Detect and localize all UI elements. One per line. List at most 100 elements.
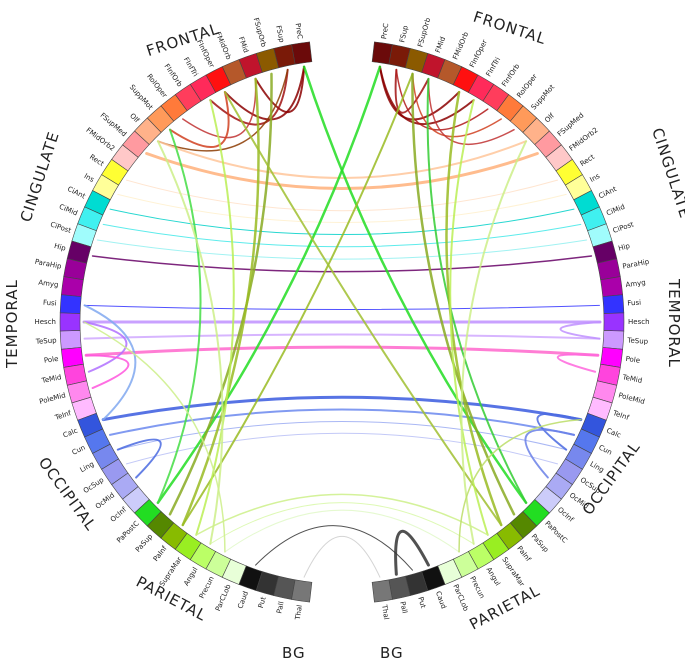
segment-right-hesch bbox=[603, 312, 625, 332]
region-label-right-fsup: FSup bbox=[398, 24, 410, 43]
region-label-right-fusi: Fusi bbox=[627, 299, 641, 308]
region-label-right-pasup: PaSup bbox=[530, 532, 551, 554]
connection-l-thal-to-r-thal bbox=[303, 536, 381, 578]
connection-l-cipost-to-r-cipost bbox=[96, 239, 588, 260]
connection-l-supramar-to-r-supramar bbox=[195, 493, 489, 536]
segment-right-amyg bbox=[600, 276, 623, 297]
connection-r-cun-to-r-ocmid bbox=[524, 428, 575, 479]
segment-right-fusi bbox=[602, 294, 625, 314]
region-label-left-fsup: FSup bbox=[274, 25, 286, 44]
region-label-right-ciant: CiAnt bbox=[597, 185, 618, 201]
region-label-left-angul: Angul bbox=[182, 566, 199, 587]
connection-l-ciant-to-r-ciant bbox=[109, 208, 575, 235]
region-label-right-thal: Thal bbox=[380, 603, 390, 620]
region-label-left-ocinf: OcInf bbox=[109, 505, 129, 523]
connection-l-hip-to-r-hip bbox=[91, 255, 593, 273]
region-label-left-ciant: CiAnt bbox=[66, 185, 87, 201]
connection-l-cun-to-r-cun bbox=[109, 408, 575, 436]
region-label-right-finftri: FInfTri bbox=[485, 56, 503, 78]
region-label-left-ling: Ling bbox=[79, 460, 96, 474]
connection-l-cimid-to-r-cimid bbox=[102, 223, 582, 248]
region-label-right-fmid: FMid bbox=[434, 36, 447, 54]
region-label-right-fmidorb2: FMidOrb2 bbox=[568, 126, 600, 153]
connection-r-fsuporb-to-r-roloper bbox=[411, 73, 502, 138]
connection-r-precun-to-r-calc bbox=[458, 418, 582, 553]
region-label-left-finforb: FInfOrb bbox=[163, 62, 185, 88]
region-label-right-temid: TeMid bbox=[621, 373, 643, 385]
connection-r-hesch-to-r-tesup bbox=[559, 321, 601, 340]
region-label-left-thal: Thal bbox=[294, 604, 304, 621]
connection-r-caud-to-r-pall bbox=[394, 529, 430, 576]
connection-r-supramar-to-r-finftri bbox=[449, 99, 489, 536]
region-label-right-pole: Pole bbox=[625, 355, 640, 365]
region-label-left-fusi: Fusi bbox=[43, 299, 57, 308]
connection-r-angul-to-r-olf bbox=[460, 140, 528, 545]
region-label-right-supramar: SupraMar bbox=[500, 556, 526, 588]
segment-left-pole bbox=[61, 347, 84, 368]
segment-left-hesch bbox=[59, 312, 81, 332]
region-label-left-hesch: Hesch bbox=[34, 318, 56, 326]
region-label-right-finforb: FInfOrb bbox=[500, 62, 522, 88]
lobe-label-temporal-left: TEMPORAL bbox=[3, 279, 21, 369]
region-label-left-tesup: TeSup bbox=[35, 336, 58, 345]
connection-r-calc-to-r-ling bbox=[536, 413, 582, 451]
region-label-right-cun: Cun bbox=[597, 444, 613, 457]
region-label-right-ling: Ling bbox=[589, 460, 606, 474]
region-label-left-pall: Pall bbox=[275, 601, 285, 615]
connection-l-hesch-to-l-temid bbox=[83, 321, 128, 373]
connection-l-fsup-to-l-finftri bbox=[209, 68, 289, 126]
connection-l-tesup-to-r-tesup bbox=[83, 333, 601, 340]
connection-r-fmid-to-r-suppmot bbox=[427, 78, 515, 146]
region-label-right-cipost: CiPost bbox=[612, 220, 635, 234]
connection-l-painf-to-r-fsuporb bbox=[181, 72, 414, 527]
region-label-left-polemid: PoleMid bbox=[38, 391, 66, 406]
lobe-label-cingulate-right: CINGULATE bbox=[648, 126, 685, 221]
region-label-right-ocinf: OcInf bbox=[556, 506, 576, 524]
region-label-right-cimid: CiMid bbox=[605, 203, 626, 218]
connection-l-fsup-to-l-olf bbox=[157, 69, 289, 152]
region-label-left-temid: TeMid bbox=[40, 373, 62, 385]
lobe-label-temporal-right: TEMPORAL bbox=[665, 278, 683, 368]
region-label-right-calc: Calc bbox=[605, 427, 622, 440]
segment-left-amyg bbox=[61, 276, 84, 297]
region-label-right-roloper: RolOper bbox=[515, 72, 539, 99]
connection-l-fmid-to-l-roloper bbox=[182, 78, 257, 139]
region-segments bbox=[59, 41, 625, 603]
region-label-left-roloper: RolOper bbox=[145, 73, 169, 100]
region-label-left-amyg: Amyg bbox=[38, 279, 59, 290]
connection-l-rect-to-r-rect bbox=[126, 179, 558, 212]
region-label-left-fsuporb: FSupOrb bbox=[252, 17, 268, 49]
connection-r-painf-to-l-finfoper bbox=[223, 91, 503, 527]
region-label-left-suppmot: SuppMot bbox=[128, 83, 155, 112]
region-label-left-put: Put bbox=[257, 596, 268, 609]
region-label-right-pall: Pall bbox=[398, 601, 408, 615]
region-label-left-teinf: TeInf bbox=[53, 409, 73, 422]
segment-left-tesup bbox=[59, 330, 82, 350]
connection-l-ins-to-r-ins bbox=[117, 193, 567, 223]
connection-l-papostc-to-r-prec bbox=[156, 65, 382, 505]
region-label-right-fmidorb: FMidOrb bbox=[451, 30, 470, 61]
region-label-left-hip: Hip bbox=[53, 242, 67, 253]
region-labels: PreC FSup FSupOrb FMid FMidOrbFInfOperFInfTr… bbox=[34, 16, 650, 621]
connection-l-ocsup-to-r-ocsup bbox=[126, 432, 558, 465]
region-label-left-rect: Rect bbox=[88, 153, 106, 168]
region-label-right-rect: Rect bbox=[579, 153, 597, 168]
connection-l-fsupmed-to-r-fsupmed bbox=[145, 152, 539, 190]
segment-right-pole bbox=[600, 347, 623, 368]
region-label-right-amyg: Amyg bbox=[625, 279, 646, 290]
connection-l-painf-to-l-fmid bbox=[181, 77, 260, 527]
connection-l-precun-to-l-hesch bbox=[83, 321, 226, 553]
region-label-left-caud: Caud bbox=[236, 590, 250, 610]
region-label-right-hesch: Hesch bbox=[628, 318, 650, 326]
region-label-right-tesup: TeSup bbox=[626, 336, 649, 345]
region-label-left-fmid: FMid bbox=[237, 36, 250, 54]
connection-l-calc-to-r-calc bbox=[101, 395, 583, 422]
connection-l-pole-to-r-pole bbox=[84, 345, 600, 357]
region-label-right-fsupmed: FSupMed bbox=[556, 111, 585, 138]
region-label-left-ins: Ins bbox=[83, 172, 96, 184]
lobe-label-bg-left: BG bbox=[282, 644, 306, 659]
region-label-right-suppmot: SuppMot bbox=[530, 83, 557, 112]
region-label-left-prec: PreC bbox=[294, 23, 304, 40]
